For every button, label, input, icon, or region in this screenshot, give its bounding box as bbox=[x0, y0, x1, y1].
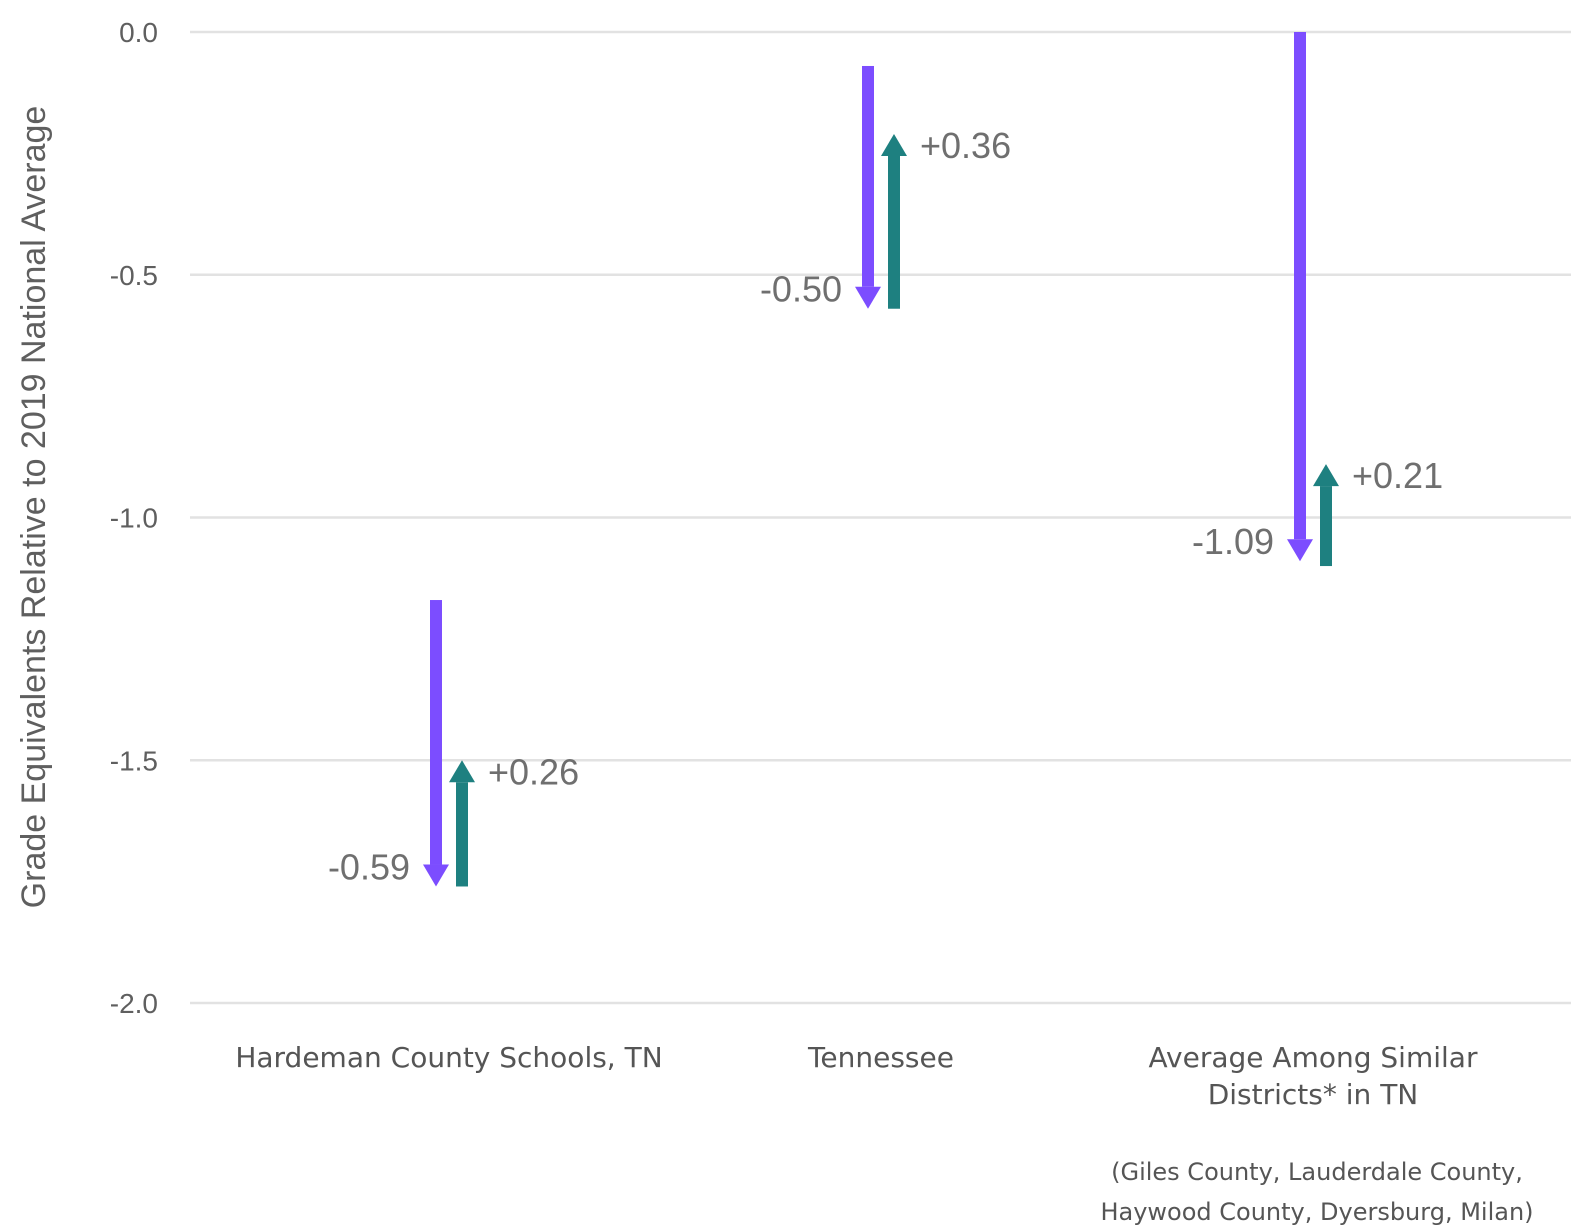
value-labels: -0.59 -0.50 -1.09 +0.26 +0.36 +0.21 bbox=[328, 125, 1443, 888]
footnote-line-2: Haywood County, Dyersburg, Milan) bbox=[1100, 1198, 1533, 1226]
recovery-value-label: +0.26 bbox=[488, 751, 579, 792]
y-axis-title: Grade Equivalents Relative to 2019 Natio… bbox=[15, 106, 53, 909]
y-tick-label: 0.0 bbox=[119, 17, 158, 48]
recovery-value-label: +0.21 bbox=[1352, 455, 1443, 496]
category-labels: Hardeman County Schools, TN Tennessee Aver… bbox=[235, 1041, 1478, 1111]
recovery-value-label: +0.36 bbox=[920, 125, 1011, 166]
category-label: Average Among Similar bbox=[1149, 1041, 1478, 1074]
y-tick-label: -1.5 bbox=[110, 745, 158, 776]
footnote-line-1: (Giles County, Lauderdale County, bbox=[1111, 1158, 1523, 1186]
category-label: Tennessee bbox=[807, 1041, 954, 1074]
y-tick-label: -2.0 bbox=[110, 988, 158, 1019]
decline-value-label: -0.50 bbox=[760, 269, 842, 310]
decline-value-label: -1.09 bbox=[1192, 521, 1274, 562]
y-axis-ticks: 0.0 -0.5 -1.0 -1.5 -2.0 bbox=[110, 17, 158, 1019]
decline-arrow bbox=[1287, 32, 1313, 562]
decline-arrow bbox=[855, 65, 881, 309]
category-label: Hardeman County Schools, TN bbox=[235, 1041, 662, 1074]
category-label: Districts* in TN bbox=[1208, 1078, 1419, 1111]
y-tick-label: -1.0 bbox=[110, 503, 158, 534]
recovery-arrow bbox=[449, 760, 475, 887]
decline-value-label: -0.59 bbox=[328, 846, 410, 887]
recovery-arrow bbox=[1313, 464, 1339, 567]
y-tick-label: -0.5 bbox=[110, 260, 158, 291]
recovery-arrow bbox=[881, 133, 907, 309]
arrows bbox=[423, 32, 1339, 887]
gridlines bbox=[190, 30, 1571, 1005]
decline-arrow bbox=[423, 600, 449, 887]
